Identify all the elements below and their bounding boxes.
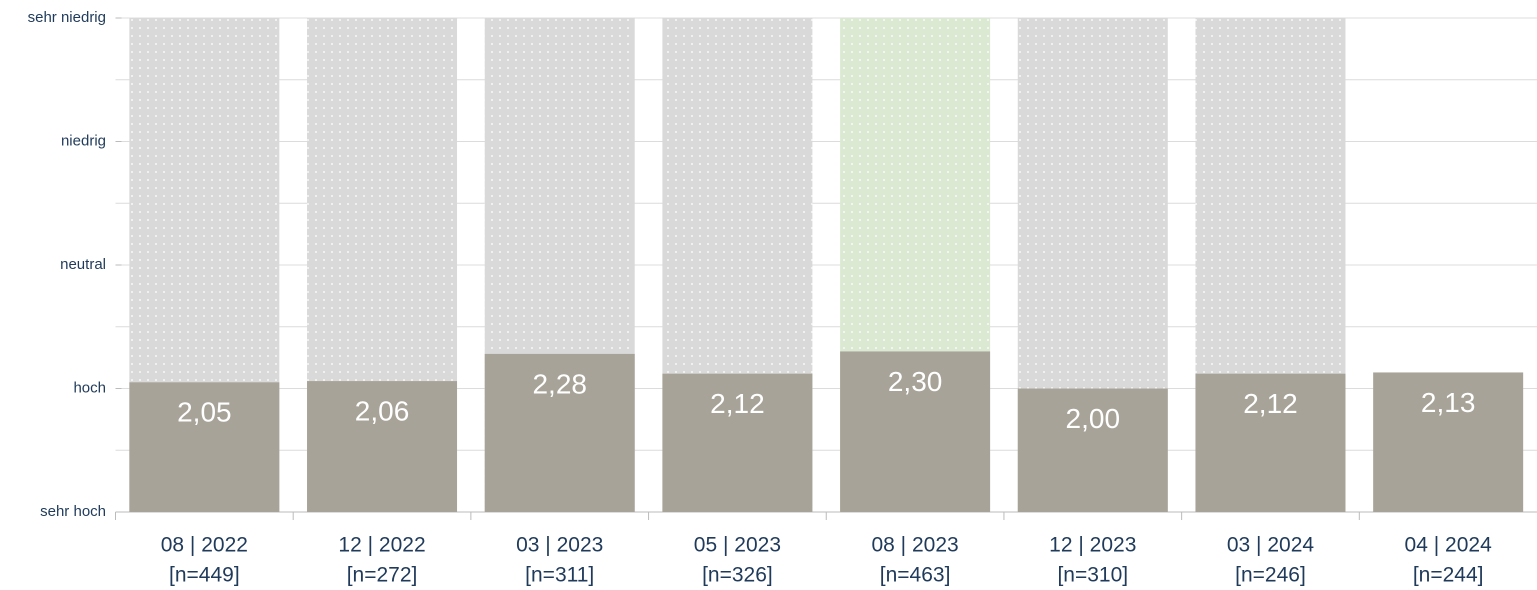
y-tick-label: sehr hoch — [40, 503, 106, 520]
x-tick-label: 03 | 2023 — [516, 534, 603, 557]
value-label: 2,13 — [1421, 387, 1476, 418]
bar — [840, 351, 991, 512]
x-tick-label: 08 | 2022 — [161, 534, 248, 557]
bar — [484, 353, 635, 512]
sample-size-label: [n=463] — [880, 564, 951, 587]
value-label: 2,05 — [177, 397, 232, 428]
value-label: 2,30 — [888, 366, 943, 397]
x-tick-label: 12 | 2023 — [1049, 534, 1136, 557]
bar — [1017, 388, 1168, 512]
value-label: 2,28 — [532, 368, 587, 399]
bar — [1195, 373, 1346, 512]
x-tick-label: 12 | 2022 — [338, 534, 425, 557]
bar — [129, 382, 280, 512]
sample-size-label: [n=311] — [525, 564, 594, 587]
x-tick-label: 08 | 2023 — [871, 534, 958, 557]
bar — [307, 381, 458, 512]
x-tick-label: 03 | 2024 — [1227, 534, 1315, 557]
sample-size-label: [n=310] — [1057, 564, 1128, 587]
value-label: 2,12 — [710, 388, 765, 419]
y-tick-label: hoch — [73, 379, 106, 396]
sample-size-label: [n=246] — [1235, 564, 1306, 587]
sample-size-label: [n=272] — [347, 564, 418, 587]
bar — [1373, 372, 1524, 512]
y-tick-label: neutral — [60, 256, 106, 273]
value-label: 2,00 — [1066, 403, 1121, 434]
sample-size-label: [n=244] — [1413, 564, 1484, 587]
value-label: 2,12 — [1243, 388, 1298, 419]
y-tick-label: niedrig — [61, 132, 106, 149]
x-tick-label: 05 | 2023 — [694, 534, 781, 557]
value-label: 2,06 — [355, 395, 410, 426]
sample-size-label: [n=449] — [169, 564, 240, 587]
sample-size-label: [n=326] — [702, 564, 773, 587]
bar — [662, 373, 813, 512]
x-tick-label: 04 | 2024 — [1405, 534, 1493, 557]
y-tick-label: sehr niedrig — [28, 9, 106, 26]
